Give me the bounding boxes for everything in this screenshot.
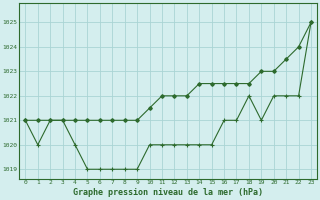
X-axis label: Graphe pression niveau de la mer (hPa): Graphe pression niveau de la mer (hPa) [73, 188, 263, 197]
